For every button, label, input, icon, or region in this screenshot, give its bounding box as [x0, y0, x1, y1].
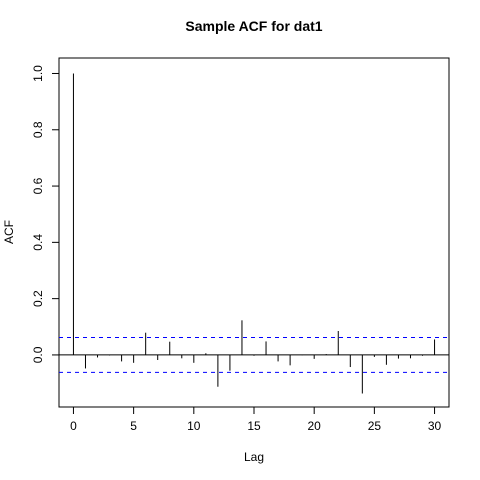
y-tick-label: 0.2 [31, 290, 45, 307]
x-axis: 0 5 10 15 20 25 30 [70, 407, 442, 433]
y-tick-label: 0.8 [31, 121, 45, 138]
confidence-bounds [59, 336, 449, 373]
y-axis-label: ACF [2, 220, 16, 244]
x-axis-label: Lag [244, 450, 264, 464]
y-tick-label: 0.6 [31, 177, 45, 194]
x-tick-label: 0 [70, 419, 77, 433]
acf-bars [59, 73, 449, 394]
chart-title: Sample ACF for dat1 [185, 18, 322, 34]
y-tick-label: 1.0 [31, 65, 45, 82]
y-axis: 0.0 0.2 0.4 0.6 0.8 1.0 [31, 65, 59, 363]
y-tick-label: 0.0 [31, 346, 45, 363]
x-tick-label: 20 [308, 419, 322, 433]
x-tick-label: 5 [130, 419, 137, 433]
x-tick-label: 25 [368, 419, 382, 433]
y-tick-label: 0.4 [31, 234, 45, 251]
x-tick-label: 15 [247, 419, 261, 433]
x-tick-label: 30 [428, 419, 442, 433]
x-tick-label: 10 [187, 419, 201, 433]
